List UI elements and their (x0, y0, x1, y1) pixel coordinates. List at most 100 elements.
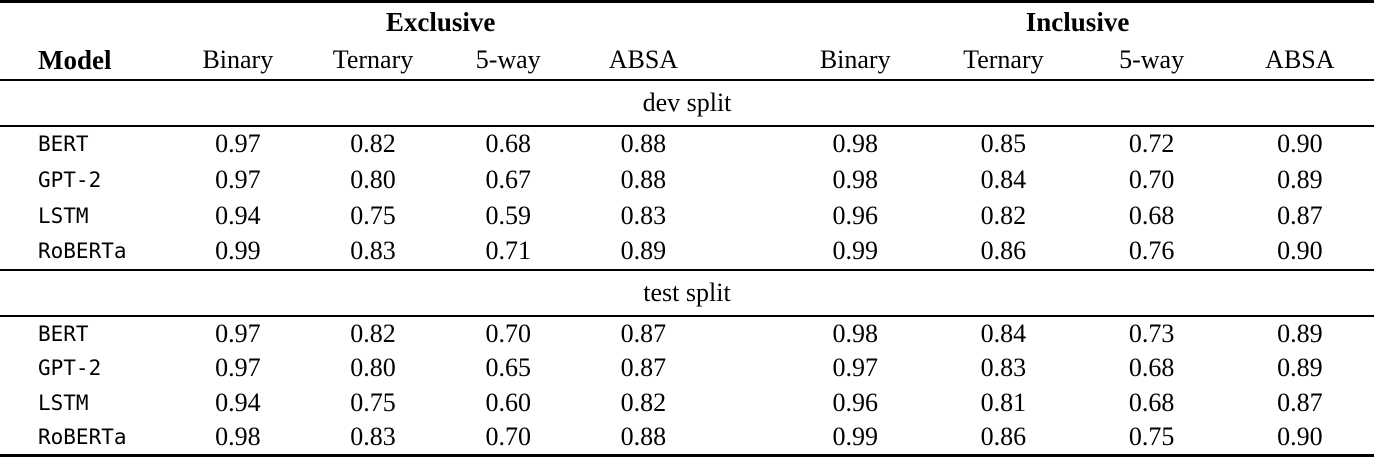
metric-cell: 0.83 (305, 233, 441, 271)
metric-cell: 0.70 (485, 318, 531, 348)
metric-cell: 0.65 (485, 353, 531, 382)
metric-cell: 0.75 (350, 388, 396, 417)
metric-cell: 0.82 (980, 200, 1027, 230)
metric-cell: 0.89 (1277, 318, 1323, 348)
metric-cell: 0.67 (485, 164, 531, 194)
group-header-exclusive: Exclusive (385, 6, 496, 37)
metric-cell: 0.97 (832, 353, 878, 382)
metric-cell: 0.80 (350, 164, 396, 194)
model-header-spacer (0, 2, 170, 42)
metric-cell: 0.97 (215, 129, 261, 158)
group-spacer (711, 351, 781, 386)
section-row-test: test split (0, 269, 1374, 317)
metric-cell: 0.98 (832, 129, 878, 158)
table-row: BERT 0.97 0.82 0.68 0.88 0.98 0.85 0.72 … (0, 126, 1374, 162)
metric-cell: 0.98 (215, 422, 261, 452)
col-header-ternary-inclusive: Ternary (929, 41, 1078, 81)
metric-cell: 0.84 (980, 318, 1027, 348)
table-row: RoBERTa 0.99 0.83 0.71 0.89 0.99 0.86 0.… (0, 233, 1374, 271)
section-row-dev: dev split (0, 79, 1374, 127)
metric-cell: 0.68 (1128, 353, 1175, 382)
group-header-row: Exclusive Inclusive (0, 2, 1374, 42)
metric-cell: 0.70 (1128, 164, 1175, 194)
metric-cell: 0.71 (440, 233, 576, 271)
group-spacer (711, 198, 781, 234)
metric-cell: 0.75 (1128, 422, 1175, 452)
metric-cell: 0.97 (215, 318, 261, 348)
metric-cell: 0.84 (980, 164, 1027, 194)
metric-cell: 0.96 (832, 388, 878, 417)
metric-cell: 0.75 (350, 200, 396, 230)
group-spacer (711, 2, 781, 42)
group-spacer (711, 41, 782, 81)
metric-cell: 0.73 (1128, 318, 1175, 348)
metric-cell: 0.76 (1077, 233, 1226, 271)
table-row: GPT-2 0.97 0.80 0.67 0.88 0.98 0.84 0.70… (0, 162, 1374, 198)
metric-cell: 0.70 (485, 422, 531, 452)
metric-cell: 0.94 (215, 200, 261, 230)
group-spacer (711, 233, 782, 271)
metric-cell: 0.98 (832, 318, 878, 348)
metric-cell: 0.97 (215, 164, 261, 194)
col-header-model: Model (0, 41, 171, 81)
table-row: LSTM 0.94 0.75 0.60 0.82 0.96 0.81 0.68 … (0, 386, 1374, 421)
metric-cell: 0.87 (1277, 388, 1323, 417)
group-spacer (711, 386, 781, 421)
metric-cell: 0.82 (350, 318, 396, 348)
metric-cell: 0.99 (832, 422, 878, 452)
metric-cell: 0.59 (485, 200, 531, 230)
group-header-inclusive: Inclusive (1025, 6, 1130, 37)
metric-cell: 0.96 (832, 200, 878, 230)
section-label-test-split: test split (0, 269, 1374, 317)
col-header-binary-exclusive: Binary (170, 41, 306, 81)
metric-cell: 0.88 (620, 422, 667, 452)
metric-cell: 0.89 (1277, 164, 1323, 194)
table-row: GPT-2 0.97 0.80 0.65 0.87 0.97 0.83 0.68… (0, 351, 1374, 386)
metric-cell: 0.68 (485, 129, 531, 158)
metric-cell: 0.90 (1277, 422, 1323, 452)
col-header-absa-inclusive: ABSA (1225, 41, 1374, 81)
metric-cell: 0.83 (350, 422, 396, 452)
table-row: LSTM 0.94 0.75 0.59 0.83 0.96 0.82 0.68 … (0, 198, 1374, 234)
table-row: RoBERTa 0.98 0.83 0.70 0.88 0.99 0.86 0.… (0, 421, 1374, 456)
model-name: GPT-2 (38, 167, 102, 192)
metric-cell: 0.68 (1128, 388, 1175, 417)
col-header-ternary-exclusive: Ternary (305, 41, 441, 81)
metric-cell: 0.88 (620, 164, 667, 194)
metric-cell: 0.83 (620, 200, 667, 230)
col-header-5way-exclusive: 5-way (440, 41, 576, 81)
metric-cell: 0.99 (170, 233, 306, 271)
metric-cell: 0.87 (620, 318, 667, 348)
col-header-absa-exclusive: ABSA (575, 41, 711, 81)
section-label-dev-split: dev split (0, 79, 1374, 127)
group-spacer (711, 126, 781, 162)
metric-cell: 0.80 (350, 353, 396, 382)
metric-cell: 0.68 (1128, 200, 1175, 230)
model-name: LSTM (38, 203, 89, 228)
metric-cell: 0.83 (980, 353, 1027, 382)
metric-cell: 0.99 (781, 233, 930, 271)
group-spacer (711, 421, 781, 456)
table-row: BERT 0.97 0.82 0.70 0.87 0.98 0.84 0.73 … (0, 316, 1374, 351)
metric-cell: 0.85 (980, 129, 1027, 158)
model-name: BERT (38, 321, 89, 346)
metric-cell: 0.81 (980, 388, 1027, 417)
column-header-row: Model Binary Ternary 5-way ABSA Binary T… (0, 41, 1374, 81)
metric-cell: 0.90 (1277, 129, 1323, 158)
model-name: LSTM (38, 391, 89, 415)
model-name: RoBERTa (38, 425, 127, 450)
metric-cell: 0.89 (575, 233, 711, 271)
metric-cell: 0.94 (215, 388, 261, 417)
metric-cell: 0.60 (485, 388, 531, 417)
metric-cell: 0.97 (215, 353, 261, 382)
metric-cell: 0.86 (980, 422, 1027, 452)
group-spacer (711, 316, 781, 351)
metric-cell: 0.87 (620, 353, 667, 382)
col-header-5way-inclusive: 5-way (1077, 41, 1226, 81)
metric-cell: 0.86 (929, 233, 1078, 271)
metric-cell: 0.90 (1225, 233, 1374, 271)
metric-cell: 0.89 (1277, 353, 1323, 382)
model-name: GPT-2 (38, 356, 102, 380)
model-name: RoBERTa (0, 233, 171, 271)
